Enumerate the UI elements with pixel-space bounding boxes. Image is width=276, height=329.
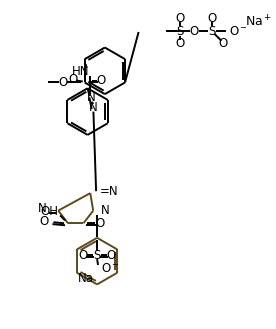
Text: O: O — [219, 37, 228, 50]
Text: O: O — [106, 249, 115, 262]
Text: N: N — [87, 91, 96, 105]
Text: HN: HN — [72, 65, 89, 78]
Text: S: S — [176, 24, 183, 38]
Text: O: O — [207, 12, 216, 25]
Text: Na$^+$: Na$^+$ — [245, 14, 272, 30]
Text: O: O — [175, 12, 184, 25]
Text: O$^-$: O$^-$ — [229, 24, 248, 38]
Text: N: N — [101, 204, 110, 217]
Text: O: O — [79, 249, 88, 262]
Text: O: O — [68, 73, 78, 86]
Text: O$^-$: O$^-$ — [101, 262, 120, 275]
Text: N: N — [38, 202, 47, 215]
Text: OH: OH — [40, 205, 58, 218]
Text: O: O — [95, 217, 105, 230]
Text: O: O — [175, 37, 184, 50]
Text: =N: =N — [100, 185, 119, 198]
Text: O: O — [190, 24, 199, 38]
Text: O: O — [97, 74, 106, 87]
Text: S: S — [208, 24, 215, 38]
Text: N: N — [89, 101, 98, 114]
Text: O: O — [59, 76, 68, 89]
Text: O: O — [39, 215, 49, 228]
Text: Na: Na — [78, 272, 94, 285]
Text: S: S — [93, 249, 101, 262]
